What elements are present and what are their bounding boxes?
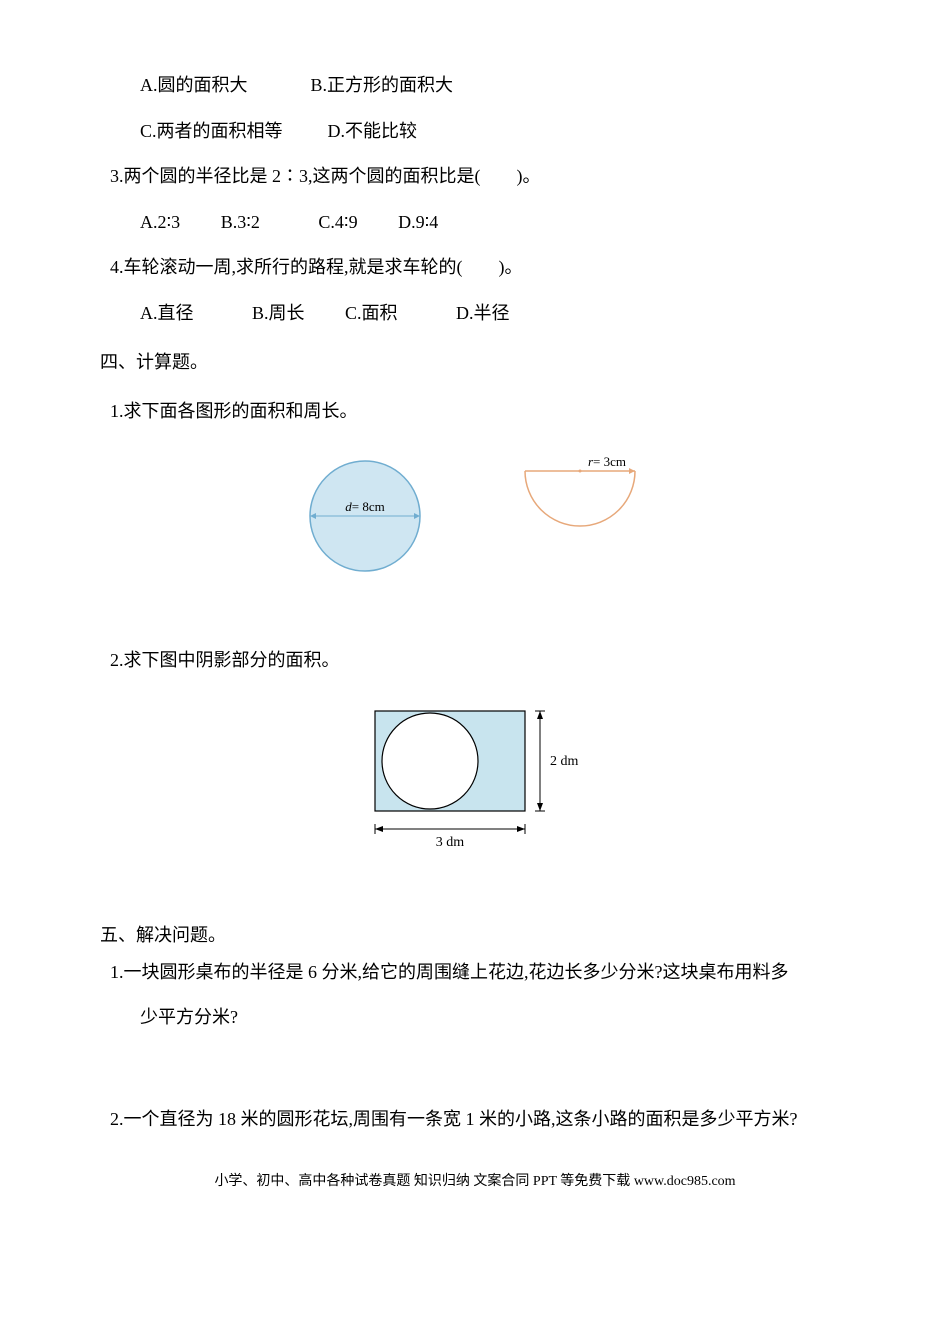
q4-opt-b: B.周长 [252,303,305,323]
q2-opt-d: D.不能比较 [328,121,418,141]
q2-options-row2: C.两者的面积相等 D.不能比较 [100,112,850,152]
q3-opt-a: A.2∶3 [140,212,180,232]
q3-opt-b: B.3∶2 [221,212,260,232]
sec4-q2-figure: 2 dm 3 dm [100,701,850,861]
fig2-label-eq: = 3cm [593,454,626,469]
sec4-heading: 四、计算题。 [100,348,850,374]
q2-options-row1: A.圆的面积大 B.正方形的面积大 [100,66,850,106]
fig-w-label: 3 dm [436,835,465,850]
q2-opt-a: A.圆的面积大 [140,75,248,95]
q4-opt-a: A.直径 [140,303,194,323]
q4-stem: 4.车轮滚动一周,求所行的路程,就是求车轮的( )。 [100,248,850,288]
sec4-q1-figures: d= 8cm r= 3cm [100,451,850,581]
q3-opt-c: C.4∶9 [318,212,357,232]
q2-opt-b: B.正方形的面积大 [311,75,454,95]
svg-text:d= 8cm: d= 8cm [345,499,384,514]
fig1-label-eq: = 8cm [352,499,385,514]
q4-opt-d: D.半径 [456,303,510,323]
figure-rect-circle: 2 dm 3 dm [345,701,605,861]
sec5-q1-line2: 少平方分米? [100,998,850,1038]
q2-opt-c: C.两者的面积相等 [140,121,283,141]
footer-text: 小学、初中、高中各种试卷真题 知识归纳 文案合同 PPT 等免费下载 [214,1174,633,1189]
footer-link[interactable]: www.doc985.com [634,1174,736,1189]
q3-stem: 3.两个圆的半径比是 2∶3,这两个圆的面积比是( )。 [100,157,850,197]
figure-circle-d8: d= 8cm [300,451,430,581]
q3-options: A.2∶3 B.3∶2 C.4∶9 D.9∶4 [100,203,850,243]
fig-h-label: 2 dm [550,754,579,769]
sec4-q2-stem: 2.求下图中阴影部分的面积。 [100,641,850,681]
q4-options: A.直径 B.周长 C.面积 D.半径 [100,294,850,334]
sec5-heading: 五、解决问题。 [100,921,850,947]
sec5-q2: 2.一个直径为 18 米的圆形花坛,周围有一条宽 1 米的小路,这条小路的面积是… [100,1100,850,1140]
sec4-q1-stem: 1.求下面各图形的面积和周长。 [100,392,850,432]
figure-semicircle-r3: r= 3cm [510,451,650,531]
q4-opt-c: C.面积 [345,303,398,323]
q3-opt-d: D.9∶4 [398,212,438,232]
page-footer: 小学、初中、高中各种试卷真题 知识归纳 文案合同 PPT 等免费下载 www.d… [100,1170,850,1190]
sec5-q1-line1: 1.一块圆形桌布的半径是 6 分米,给它的周围缝上花边,花边长多少分米?这块桌布… [100,953,850,993]
page: A.圆的面积大 B.正方形的面积大 C.两者的面积相等 D.不能比较 3.两个圆… [0,0,950,1230]
svg-text:r= 3cm: r= 3cm [588,454,626,469]
